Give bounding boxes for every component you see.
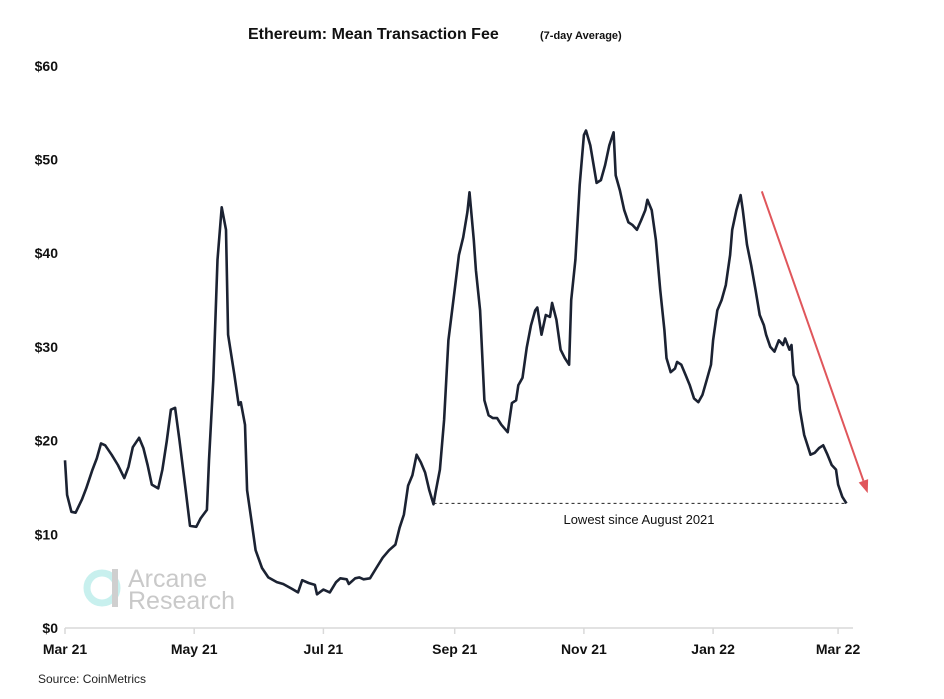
y-tick-label: $0 (42, 620, 58, 636)
watermark-logo: Arcane Research (83, 565, 235, 615)
trend-arrow (760, 191, 869, 494)
y-tick-label: $50 (35, 152, 59, 168)
x-tick-label: Mar 21 (43, 641, 88, 657)
y-axis-ticks: $0 $10 $20 $30 $40 $50 $60 (35, 58, 59, 636)
watermark-text-2: Research (128, 587, 235, 615)
y-tick-label: $10 (35, 526, 59, 542)
trend-arrow-shaft (760, 191, 865, 482)
chart-title: Ethereum: Mean Transaction Fee (248, 26, 499, 43)
y-tick-label: $20 (35, 433, 59, 449)
x-tick-label: Nov 21 (561, 641, 607, 657)
watermark-text-1: Arcane (128, 565, 207, 593)
y-tick-label: $30 (35, 339, 59, 355)
x-tick-label: May 21 (171, 641, 218, 657)
reference-label: Lowest since August 2021 (563, 512, 714, 527)
x-tick-label: Jul 21 (304, 641, 344, 657)
watermark-bar-icon (112, 569, 118, 607)
x-tick-label: Jan 22 (691, 641, 735, 657)
y-tick-label: $40 (35, 245, 59, 261)
x-tick-label: Mar 22 (816, 641, 861, 657)
x-axis: Mar 21 May 21 Jul 21 Sep 21 Nov 21 Jan 22 Mar … (43, 627, 861, 657)
x-tick-label: Sep 21 (432, 641, 477, 657)
trend-arrow-head-icon (858, 479, 869, 494)
source-note: Source: CoinMetrics (38, 672, 146, 686)
reference-line: Lowest since August 2021 (433, 502, 847, 527)
series-line-mean-fee (63, 129, 848, 596)
y-tick-label: $60 (35, 58, 59, 74)
chart-subtitle: (7-day Average) (540, 30, 622, 42)
